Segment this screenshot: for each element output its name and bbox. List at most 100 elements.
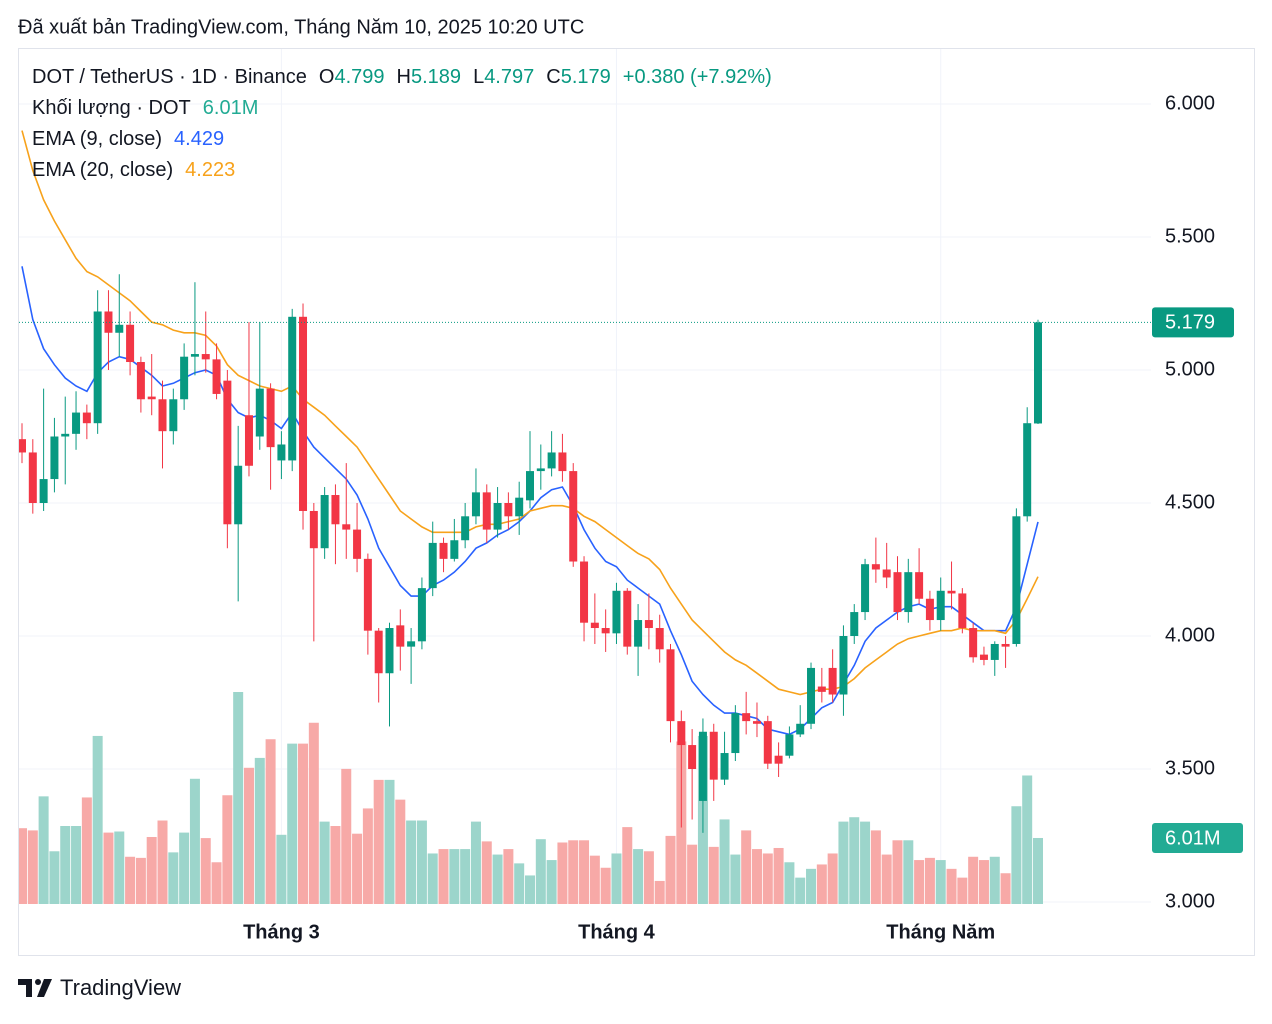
volume-bar [525,875,535,904]
volume-bar [341,768,352,904]
y-tick-label: 3.000 [1165,890,1215,912]
candle-body [461,516,470,541]
y-tick-label: 4.000 [1165,624,1215,646]
candle-body [515,497,524,517]
volume-bar [557,842,568,904]
legend: DOT / TetherUS · 1D · Binance O4.799 H5.18… [32,66,772,181]
candle-body [482,492,491,530]
candle-body [266,388,275,448]
candle-body [363,558,372,631]
volume-bar [460,849,471,904]
candle-body [93,311,102,424]
candle-body [612,590,621,634]
candle-body [169,399,178,432]
candle-body [504,503,513,517]
candle-body [731,713,740,754]
volume-pane [19,692,1043,904]
volume-bar [860,821,871,904]
candle-body [1023,423,1032,517]
candle-body [396,625,405,647]
volume-bar [125,856,136,904]
volume-bar [806,868,817,904]
volume-bar [406,820,417,904]
candle-body [190,354,199,357]
candle-body [947,590,956,594]
candle-body [547,452,556,469]
legend-ohlc-letter: C [546,66,560,88]
candle-body [28,452,37,503]
volume-bar [1033,837,1043,904]
candle-body [644,620,653,629]
candle-body [439,542,448,559]
candle-body [72,412,81,434]
candle-body [958,593,967,629]
volume-bar [200,838,211,904]
legend-series-name: EMA (9, close) [32,128,162,150]
volume-bar [611,853,622,904]
volume-bar [19,828,27,904]
ema-lines [21,130,1039,736]
volume-bar [514,863,525,904]
axes: 3.000 3.500 4.000 4.500 5.000 5.500 6.000 Tháng… [243,92,1243,943]
legend-ohlc-value: 5.189 [411,66,461,88]
volume-bar [546,860,557,904]
candle-body [147,396,156,400]
volume-bar [914,860,925,904]
volume-bar [135,857,146,904]
volume-bar [708,846,719,904]
y-tick-label: 5.500 [1165,225,1215,247]
candle-body [569,471,578,562]
candle-body [61,433,70,437]
candle-body [655,628,664,650]
volume-bar [146,836,157,904]
candle-body [353,529,362,559]
volume-bar [633,849,644,904]
volume-bar [643,851,654,904]
candle-body [925,598,934,621]
legend-series-name: EMA (20, close) [32,159,173,181]
candle-body [417,588,426,642]
volume-tag-label: 6.01M [1165,827,1221,849]
volume-bar [784,862,795,904]
legend-row: EMA (20, close) 4.223 [32,159,235,181]
legend-ohlc-letter: L [473,66,484,88]
candle-body [342,524,351,530]
candle-body [807,667,816,724]
volume-bar [71,826,82,904]
x-tick-label: Tháng Năm [886,921,995,943]
candle-body [374,630,383,674]
chart-frame [18,48,1255,956]
candle-body [677,721,686,746]
legend-ohlc-value: 5.179 [561,66,611,88]
candle-body [785,734,794,756]
candle-body [277,444,286,461]
candle-body [19,439,26,453]
candle-body [580,561,589,623]
volume-bar [168,852,179,904]
volume-bar [687,844,698,904]
volume-bar [535,839,546,904]
candle-body [861,564,870,613]
legend-ohlc-letter: H [397,66,411,88]
candle-body [796,723,805,735]
candle-body [82,412,91,424]
volume-bar [622,827,633,904]
candle-body [817,686,826,692]
volume-bar [330,826,341,904]
volume-bar [362,808,373,904]
candle-body [915,572,924,599]
volume-bar [741,830,752,904]
candle-body [1012,516,1021,644]
volume-bar [719,819,730,904]
candle-body [1034,322,1042,424]
volume-bar [157,820,168,904]
volume-bar [665,835,676,904]
volume-bar [838,821,849,904]
volume-bar [395,799,406,904]
volume-bar [773,847,784,904]
candle-body [526,471,534,501]
volume-bar [276,834,287,904]
candle-body [288,316,297,461]
